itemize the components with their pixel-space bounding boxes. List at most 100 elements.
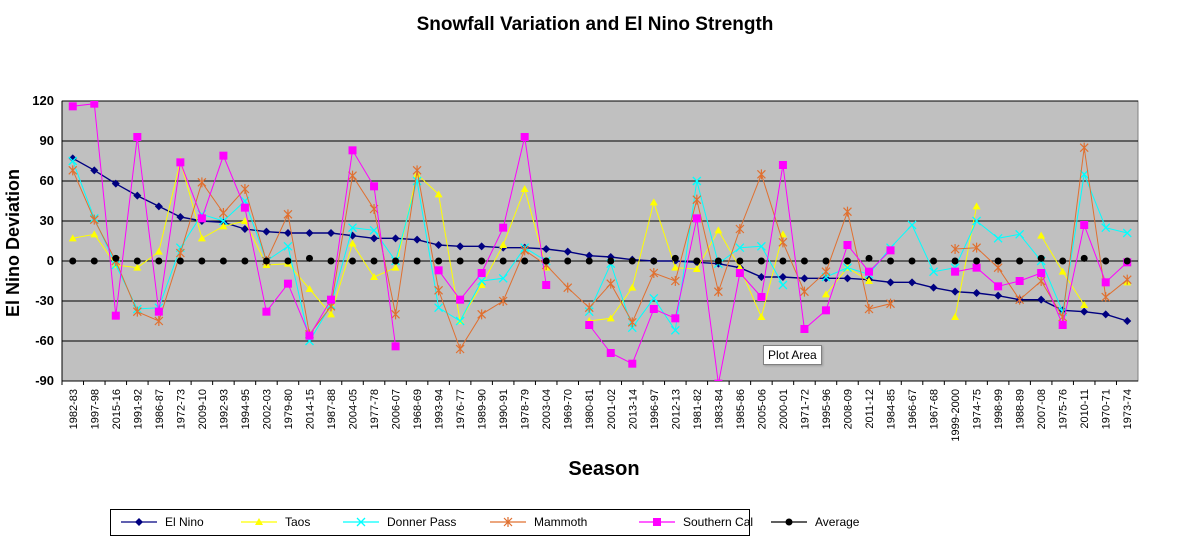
data-point — [305, 254, 313, 262]
legend-label: Average — [815, 515, 860, 529]
data-point — [693, 257, 701, 265]
data-point — [456, 257, 464, 265]
data-point — [670, 325, 680, 335]
data-point — [392, 257, 400, 265]
data-point — [391, 309, 400, 320]
x-tick-label: 1988-89 — [1015, 389, 1027, 429]
data-point — [929, 267, 939, 277]
data-point — [434, 285, 444, 296]
data-point — [757, 273, 766, 281]
data-point — [370, 257, 378, 265]
data-point — [370, 182, 379, 191]
data-point — [455, 344, 465, 354]
data-point — [305, 285, 314, 292]
data-point — [477, 281, 486, 288]
data-point — [111, 311, 120, 320]
data-point — [391, 342, 400, 351]
data-point — [348, 239, 357, 247]
data-point — [1016, 257, 1024, 265]
data-point — [800, 257, 808, 265]
data-point — [240, 225, 249, 233]
series-average[interactable] — [69, 254, 1131, 265]
data-point — [1123, 317, 1132, 325]
data-point — [154, 316, 164, 326]
data-point — [348, 146, 357, 155]
series-donner-pass[interactable] — [68, 156, 1132, 346]
data-point — [542, 281, 551, 289]
y-tick-label: 60 — [40, 173, 54, 188]
data-point — [607, 257, 615, 265]
data-point — [843, 241, 852, 249]
data-point — [929, 283, 938, 292]
data-point — [1015, 277, 1024, 285]
data-point — [843, 263, 852, 273]
x-tick-label: 1983-84 — [713, 389, 725, 429]
data-point — [908, 278, 917, 287]
y-tick-label: 120 — [32, 93, 54, 108]
data-point — [219, 257, 227, 265]
data-point — [822, 257, 830, 265]
data-point — [757, 313, 766, 320]
data-point — [886, 278, 895, 287]
data-point — [628, 283, 637, 291]
x-tick-label: 2002-03 — [261, 389, 273, 429]
data-point — [154, 307, 163, 316]
legend-swatch-marker — [255, 518, 263, 525]
x-axis-title: Season — [568, 458, 639, 480]
legend-swatch — [490, 517, 526, 527]
data-point — [69, 257, 77, 265]
data-point — [650, 257, 658, 265]
data-point — [284, 257, 292, 265]
x-tick-label: 1989-90 — [477, 389, 489, 429]
data-point — [1101, 310, 1110, 319]
data-point — [218, 208, 228, 218]
data-point — [155, 257, 163, 265]
data-point — [950, 244, 960, 254]
data-point — [627, 317, 637, 328]
data-point — [972, 263, 981, 272]
data-point — [499, 257, 507, 265]
data-point — [68, 154, 77, 163]
data-point — [692, 194, 702, 205]
data-point — [219, 151, 228, 160]
data-point — [972, 216, 982, 226]
x-tick-label: 2005-06 — [756, 389, 768, 429]
x-tick-label: 1975-76 — [1058, 389, 1070, 429]
series-layer — [68, 101, 1132, 381]
data-point — [349, 257, 357, 265]
legend[interactable]: El Nino Taos Donner Pass Mammoth Southern Ca… — [110, 509, 859, 536]
data-point — [973, 257, 981, 265]
data-point — [865, 267, 873, 276]
data-point — [1037, 269, 1046, 277]
data-point — [821, 290, 830, 298]
legend-swatch — [771, 518, 807, 526]
data-point — [778, 273, 787, 281]
data-point — [1080, 307, 1089, 316]
data-point — [412, 165, 422, 176]
y-tick-label: 0 — [47, 253, 54, 268]
data-point — [649, 198, 658, 206]
series-mammoth[interactable] — [68, 142, 1132, 354]
data-point — [993, 233, 1003, 243]
data-point — [714, 226, 723, 234]
y-tick-label: 30 — [40, 213, 54, 228]
data-point — [327, 229, 335, 237]
legend-swatch — [241, 518, 277, 525]
data-point — [477, 242, 486, 251]
data-point — [327, 257, 335, 265]
data-point — [865, 254, 873, 262]
data-point — [477, 276, 487, 286]
data-point — [994, 291, 1003, 300]
data-point — [800, 325, 809, 333]
data-point — [606, 349, 615, 357]
data-point — [283, 241, 293, 251]
y-tick-label: -90 — [35, 373, 54, 388]
x-tick-label: 1985-86 — [735, 389, 747, 429]
data-point — [649, 268, 659, 278]
x-tick-label: 1981-82 — [692, 389, 704, 429]
data-point — [972, 289, 981, 297]
plot-area[interactable] — [61, 100, 1139, 382]
data-point — [327, 310, 335, 318]
data-point — [197, 234, 206, 242]
